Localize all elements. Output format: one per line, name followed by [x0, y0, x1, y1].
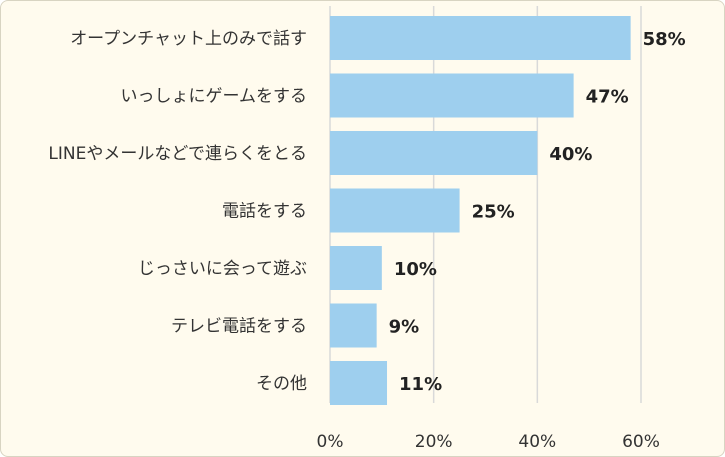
category-label: 電話をする [222, 202, 307, 222]
bar [330, 16, 631, 60]
value-label: 25% [472, 202, 515, 223]
bar [330, 73, 574, 118]
value-label: 58% [643, 29, 686, 50]
category-label: じっさいに会って遊ぶ [138, 259, 307, 279]
category-label: その他 [256, 374, 307, 394]
value-label: 9% [389, 317, 420, 338]
bar [330, 188, 460, 233]
value-label: 10% [394, 259, 437, 280]
category-label: テレビ電話をする [171, 317, 307, 337]
value-label: 47% [586, 87, 629, 108]
category-label: いっしょにゲームをする [121, 87, 308, 107]
bar [330, 131, 538, 175]
category-label: オープンチャット上のみで話す [70, 29, 307, 49]
x-tick-label: 0% [317, 432, 344, 452]
x-tick-label: 40% [518, 432, 556, 452]
bar [330, 303, 377, 348]
x-tick-label: 60% [622, 432, 660, 452]
x-tick-label: 20% [415, 432, 453, 452]
bar [330, 361, 388, 405]
value-label: 11% [399, 374, 442, 395]
category-label: LINEやメールなどで連らくをとる [48, 144, 307, 164]
value-label: 40% [549, 144, 592, 165]
bar [330, 246, 382, 290]
